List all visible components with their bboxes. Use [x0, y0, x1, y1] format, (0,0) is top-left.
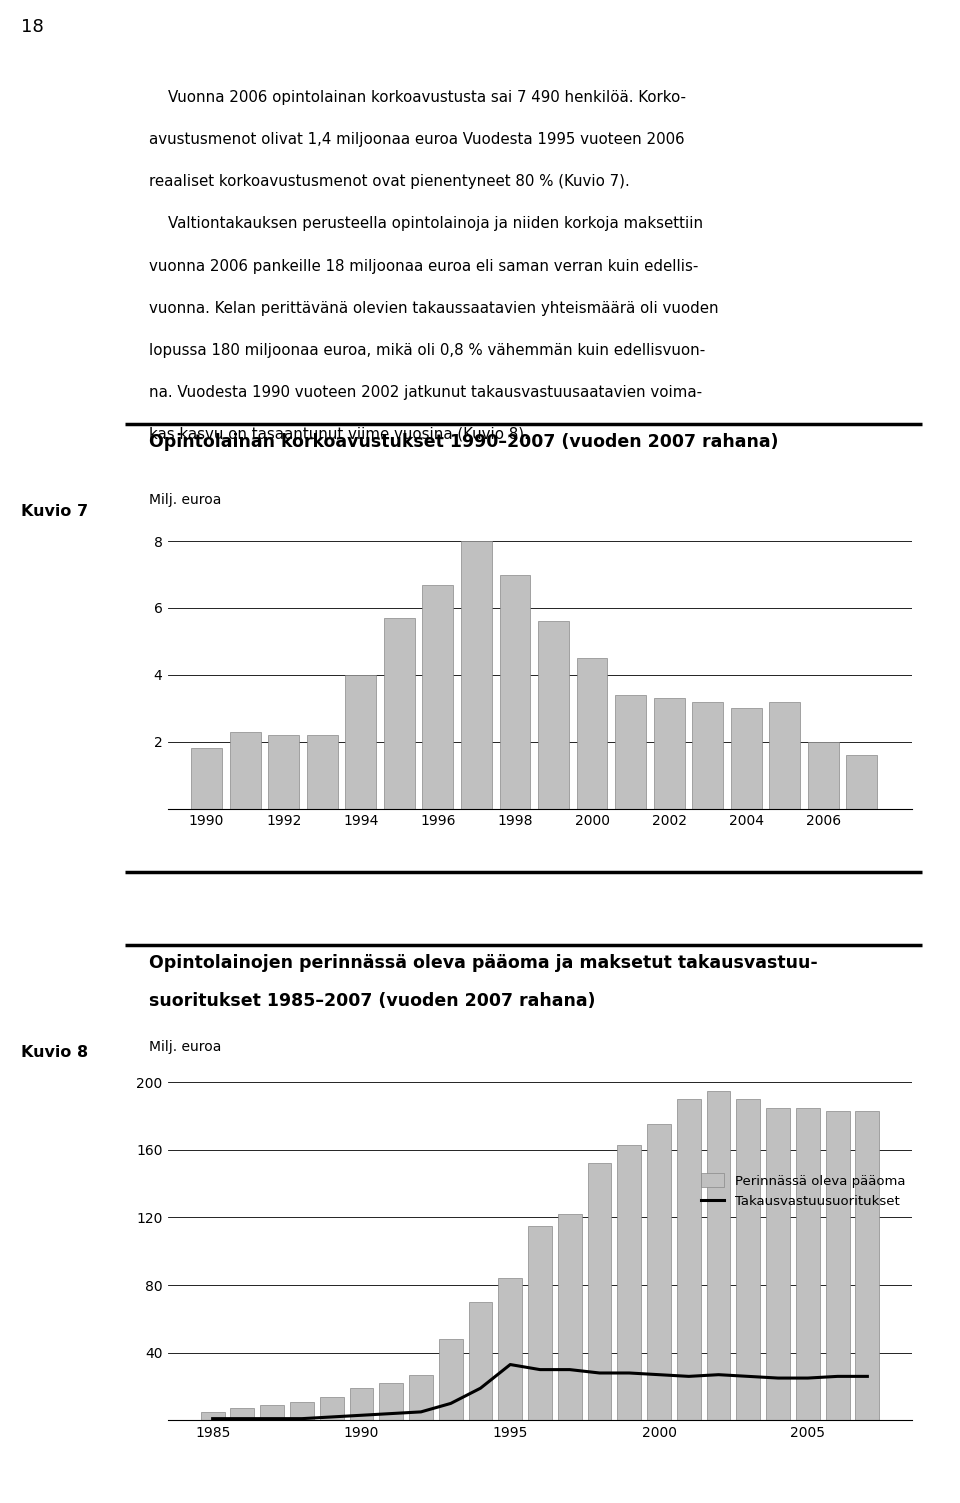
Bar: [229, 732, 260, 809]
Bar: [498, 1278, 522, 1420]
Text: Milj. euroa: Milj. euroa: [149, 493, 221, 507]
Bar: [731, 708, 761, 809]
Text: lopussa 180 miljoonaa euroa, mikä oli 0,8 % vähemmän kuin edellisvuon-: lopussa 180 miljoonaa euroa, mikä oli 0,…: [149, 343, 705, 358]
Bar: [230, 1408, 254, 1420]
Text: Opintolainojen perinnässä oleva pääoma ja maksetut takausvastuu-: Opintolainojen perinnässä oleva pääoma j…: [149, 954, 818, 972]
Text: reaaliset korkoavustusmenot ovat pienentyneet 80 % (Kuvio 7).: reaaliset korkoavustusmenot ovat pienent…: [149, 174, 630, 189]
Bar: [499, 574, 530, 809]
Bar: [826, 1111, 850, 1420]
Text: kas kasvu on tasaantunut viime vuosina (Kuvio 8).: kas kasvu on tasaantunut viime vuosina (…: [149, 427, 529, 442]
Bar: [796, 1108, 820, 1420]
Bar: [692, 702, 723, 809]
Bar: [707, 1091, 731, 1420]
Bar: [379, 1383, 403, 1420]
Bar: [654, 699, 684, 809]
Bar: [528, 1226, 552, 1420]
Bar: [307, 735, 338, 809]
Text: suoritukset 1985–2007 (vuoden 2007 rahana): suoritukset 1985–2007 (vuoden 2007 rahan…: [149, 992, 595, 1010]
Bar: [201, 1411, 225, 1420]
Text: Milj. euroa: Milj. euroa: [149, 1040, 221, 1054]
Bar: [349, 1389, 373, 1420]
Bar: [647, 1124, 671, 1420]
Text: Opintolainan korkoavustukset 1990–2007 (vuoden 2007 rahana): Opintolainan korkoavustukset 1990–2007 (…: [149, 433, 779, 451]
Bar: [461, 541, 492, 809]
Text: Valtiontakauksen perusteella opintolainoja ja niiden korkoja maksettiin: Valtiontakauksen perusteella opintolaino…: [149, 216, 703, 231]
Bar: [409, 1375, 433, 1420]
Bar: [766, 1108, 790, 1420]
Bar: [384, 618, 415, 809]
Bar: [769, 702, 801, 809]
Bar: [588, 1163, 612, 1420]
Bar: [191, 748, 222, 809]
Text: 18: 18: [21, 18, 44, 36]
Text: vuonna. Kelan perittävänä olevien takaussaatavien yhteismäärä oli vuoden: vuonna. Kelan perittävänä olevien takaus…: [149, 301, 718, 316]
Bar: [855, 1111, 879, 1420]
Text: vuonna 2006 pankeille 18 miljoonaa euroa eli saman verran kuin edellis-: vuonna 2006 pankeille 18 miljoonaa euroa…: [149, 259, 698, 274]
Text: Vuonna 2006 opintolainan korkoavustusta sai 7 490 henkilöä. Korko-: Vuonna 2006 opintolainan korkoavustusta …: [149, 90, 685, 105]
Legend: Perinnässä oleva pääoma, Takausvastuusuoritukset: Perinnässä oleva pääoma, Takausvastuusuo…: [701, 1174, 905, 1208]
Bar: [422, 585, 453, 809]
Text: na. Vuodesta 1990 vuoteen 2002 jatkunut takausvastuusaatavien voima-: na. Vuodesta 1990 vuoteen 2002 jatkunut …: [149, 385, 702, 400]
Bar: [290, 1402, 314, 1420]
Bar: [268, 735, 300, 809]
Bar: [260, 1405, 284, 1420]
Text: avustusmenot olivat 1,4 miljoonaa euroa Vuodesta 1995 vuoteen 2006: avustusmenot olivat 1,4 miljoonaa euroa …: [149, 132, 684, 147]
Bar: [808, 741, 839, 809]
Text: Kuvio 7: Kuvio 7: [21, 504, 88, 519]
Bar: [558, 1214, 582, 1420]
Bar: [577, 658, 608, 809]
Bar: [847, 755, 877, 809]
Bar: [439, 1339, 463, 1420]
Bar: [736, 1099, 760, 1420]
Bar: [617, 1145, 641, 1420]
Bar: [346, 675, 376, 809]
Bar: [615, 694, 646, 809]
Bar: [677, 1099, 701, 1420]
Text: Kuvio 8: Kuvio 8: [21, 1045, 88, 1060]
Bar: [320, 1396, 344, 1420]
Bar: [468, 1302, 492, 1420]
Bar: [538, 621, 569, 809]
